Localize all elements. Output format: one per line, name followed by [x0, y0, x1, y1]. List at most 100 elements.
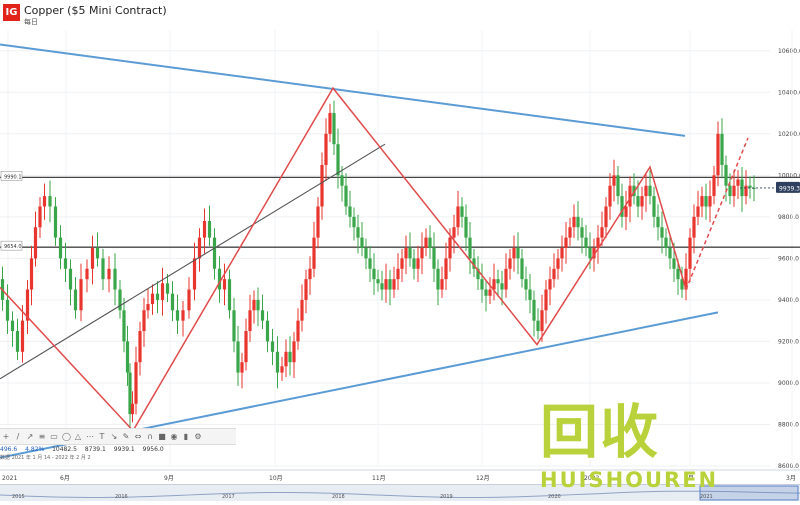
candle-body — [416, 258, 420, 269]
candle-body — [222, 279, 227, 290]
measure-icon[interactable]: ⇔ — [134, 431, 142, 441]
line-icon[interactable]: / — [16, 431, 20, 441]
candle-body — [564, 237, 568, 248]
candle-body — [138, 331, 142, 363]
candle-body — [664, 237, 668, 248]
candle-body — [348, 206, 352, 217]
candle-body — [608, 185, 612, 207]
candle-body — [90, 248, 95, 269]
fib-icon[interactable]: ⋯ — [86, 431, 94, 441]
candle-body — [197, 237, 202, 259]
candle-body — [10, 320, 15, 332]
candle-body — [20, 320, 25, 352]
candle-body — [408, 248, 412, 259]
candle-body — [376, 279, 380, 284]
candle-body — [142, 310, 146, 332]
candle-body — [85, 268, 89, 280]
candle-body — [155, 293, 160, 300]
magnet-icon[interactable]: ∩ — [147, 431, 153, 441]
candle-body — [444, 258, 448, 280]
settings-icon[interactable]: ⚙ — [194, 431, 202, 441]
candle-body — [400, 258, 404, 269]
triangle-icon[interactable]: △ — [74, 431, 82, 441]
candle-body — [165, 283, 170, 294]
eye-icon[interactable]: ◉ — [170, 431, 178, 441]
candle-body — [356, 227, 360, 238]
candle-body — [270, 341, 275, 352]
candle-body — [524, 279, 528, 290]
x-tick-label: 2021 — [2, 475, 17, 482]
candle-body — [412, 258, 416, 269]
red-dashed-projection — [685, 137, 749, 290]
arrow-icon[interactable]: ↘ — [110, 431, 118, 441]
candle-body — [392, 279, 396, 290]
candle-body — [212, 237, 217, 269]
candle-body — [536, 320, 540, 332]
info-value-5: 9939.1 — [113, 446, 135, 453]
candle-body — [644, 185, 648, 197]
candle-body — [656, 216, 660, 228]
navigator-year-label: 2019 — [440, 494, 453, 500]
candle-body — [360, 237, 364, 248]
candle-body — [708, 196, 712, 207]
rectangle-icon[interactable]: ▭ — [50, 431, 58, 441]
x-tick-label: 6月 — [60, 475, 70, 482]
candle-body — [752, 187, 756, 189]
candle-body — [217, 268, 222, 290]
navigator-svg[interactable]: 2015 2016 2017 2018 2019 2020 2021 — [0, 485, 800, 501]
candle-body — [79, 279, 83, 311]
candle-body — [107, 268, 111, 280]
candle-body — [324, 133, 328, 165]
candle-body — [736, 179, 740, 186]
candle-body — [296, 320, 300, 342]
pencil-icon[interactable]: ✎ — [122, 431, 130, 441]
candle-body — [548, 279, 552, 290]
candle-body — [256, 299, 260, 311]
trash-icon[interactable]: ▮ — [183, 431, 189, 441]
level-label: 9654.0 — [4, 244, 22, 250]
navigator-bar[interactable]: 2015 2016 2017 2018 2019 2020 2021 — [0, 484, 800, 501]
y-tick-label: 9800.0 — [778, 214, 799, 221]
candle-body — [652, 196, 656, 217]
lock-icon[interactable]: ■ — [158, 431, 166, 441]
watermark-logo: 回收 HUISHOUREN — [540, 402, 790, 497]
candle-body — [660, 227, 664, 238]
crosshair-icon[interactable]: + — [2, 431, 10, 441]
candle-body — [134, 362, 138, 404]
candle-body — [624, 206, 628, 217]
candle-body — [612, 175, 616, 186]
candle-body — [128, 372, 132, 415]
candle-body — [312, 237, 316, 269]
candle-body — [125, 341, 130, 373]
ellipse-icon[interactable]: ◯ — [62, 431, 71, 441]
candle-body — [118, 289, 122, 311]
x-tick-label: 2月 — [684, 475, 694, 482]
candle-body — [252, 299, 256, 311]
x-tick-label: 9月 — [164, 475, 174, 482]
y-tick-label: 9200.0 — [778, 338, 799, 345]
ray-icon[interactable]: ↗ — [26, 431, 34, 441]
candle-body — [265, 320, 270, 342]
candle-body — [576, 216, 580, 228]
y-tick-label: 10600.0 — [778, 48, 800, 55]
candle-body — [720, 133, 724, 165]
candle-body — [596, 237, 600, 248]
candle-body — [592, 248, 596, 259]
navigator-year-label: 2021 — [700, 494, 713, 500]
text-icon[interactable]: T — [99, 431, 105, 441]
range-text: 数据 2021 年 1 月 14 - 2022 年 2 月 2 — [0, 455, 91, 461]
y-tick-label: 10400.0 — [778, 89, 800, 96]
candle-body — [464, 216, 468, 238]
level-label-box — [0, 240, 23, 251]
channel-icon[interactable]: ≡ — [38, 431, 46, 441]
candle-body — [476, 268, 480, 280]
candle-body — [73, 289, 78, 311]
candle-body — [528, 289, 532, 300]
candle-body — [42, 196, 47, 207]
candle-body — [672, 258, 676, 269]
candle-body — [53, 206, 58, 238]
x-tick-label: 10月 — [269, 475, 283, 482]
watermark-en: HUISHOUREN — [540, 468, 719, 492]
timeframe-label[interactable]: 每日 — [24, 18, 38, 26]
price-chart[interactable]: 10600.0 10400.0 10200.0 10000.0 9800.0 9600.0… — [0, 0, 800, 484]
